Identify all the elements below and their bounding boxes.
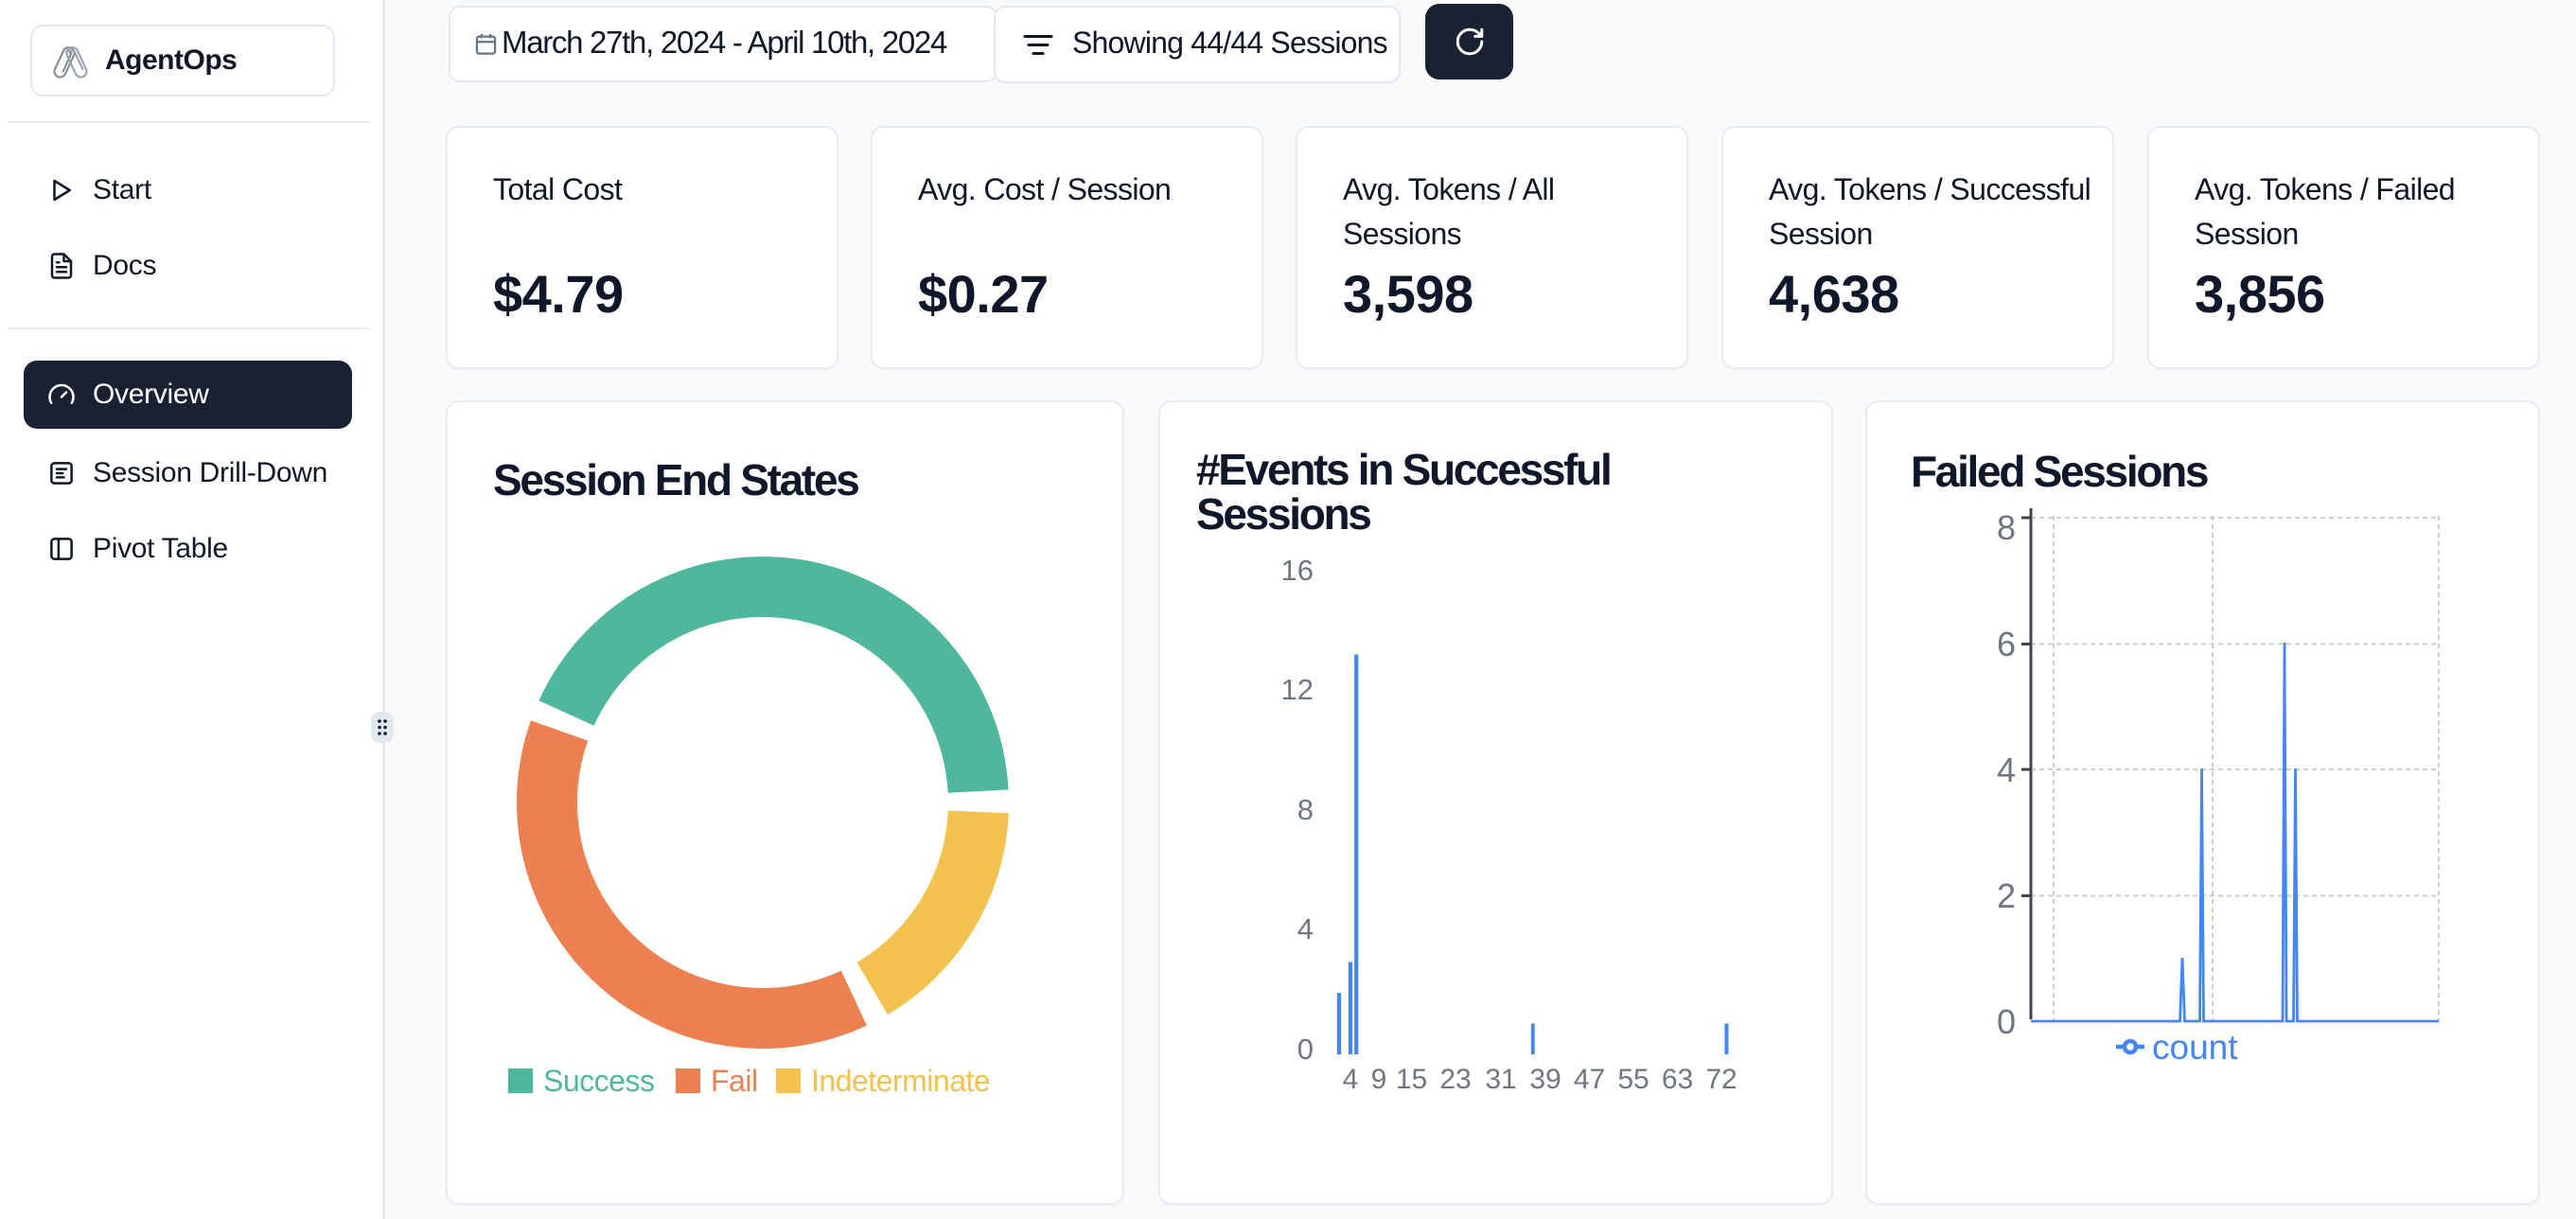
svg-text:16: 16 [1281, 554, 1314, 587]
svg-text:Success: Success [543, 1064, 654, 1098]
svg-text:8: 8 [1997, 508, 2016, 547]
svg-text:4: 4 [1343, 1064, 1359, 1095]
svg-text:8: 8 [1297, 793, 1314, 826]
svg-text:23: 23 [1439, 1064, 1471, 1095]
svg-text:Indeterminate: Indeterminate [811, 1064, 990, 1098]
svg-text:31: 31 [1485, 1064, 1516, 1095]
svg-text:6: 6 [1997, 625, 2016, 663]
svg-text:0: 0 [1997, 1002, 2016, 1041]
svg-text:55: 55 [1617, 1064, 1649, 1095]
svg-text:72: 72 [1705, 1064, 1737, 1095]
svg-text:15: 15 [1396, 1064, 1427, 1095]
svg-text:9: 9 [1371, 1064, 1387, 1095]
svg-text:0: 0 [1297, 1033, 1314, 1066]
svg-text:47: 47 [1574, 1064, 1605, 1095]
svg-text:Fail: Fail [711, 1064, 758, 1098]
svg-text:count: count [2152, 1028, 2238, 1067]
svg-text:12: 12 [1281, 673, 1314, 706]
svg-text:2: 2 [1997, 876, 2016, 915]
svg-text:4: 4 [1297, 912, 1314, 945]
svg-text:39: 39 [1529, 1064, 1561, 1095]
svg-text:4: 4 [1997, 751, 2016, 789]
svg-text:63: 63 [1662, 1064, 1693, 1095]
